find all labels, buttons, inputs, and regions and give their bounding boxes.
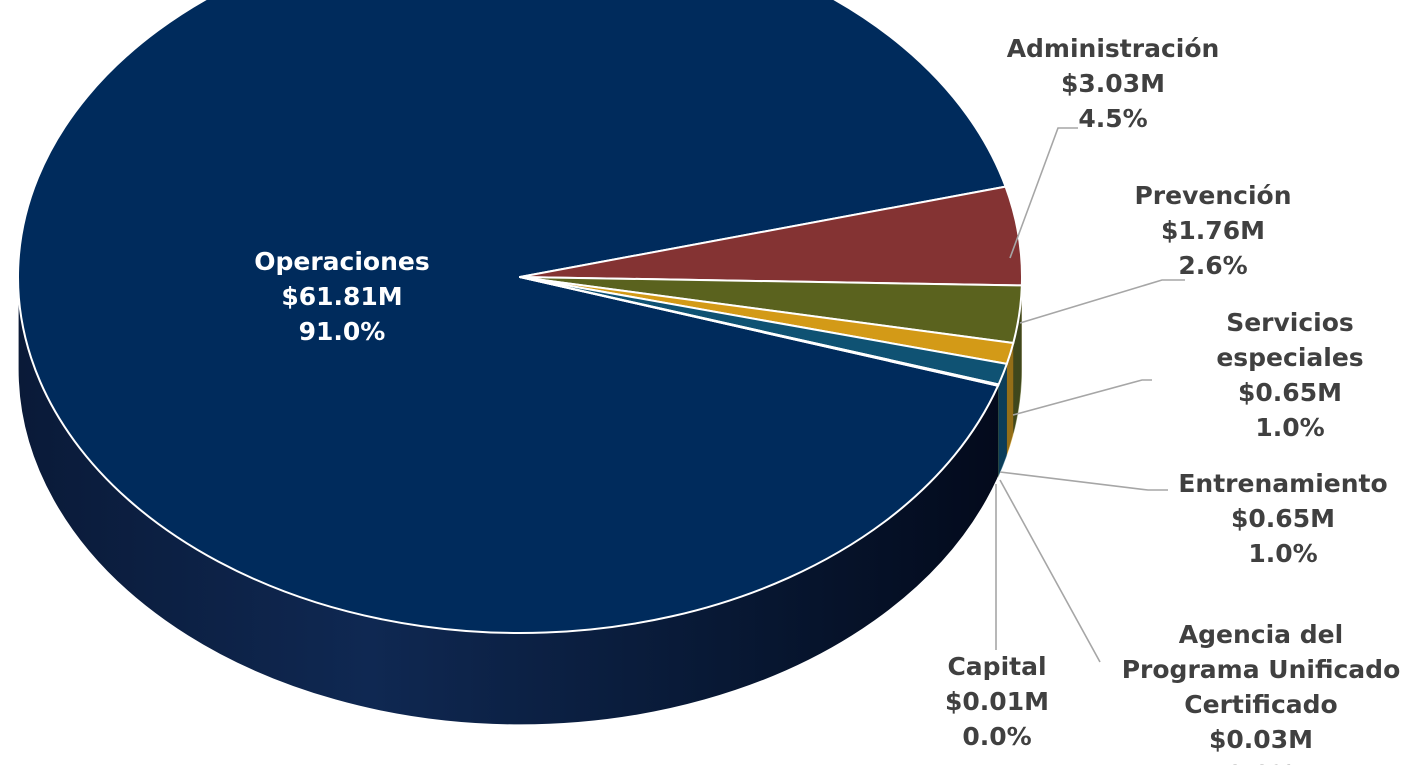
slice-label-0: Operaciones $61.81M 91.0% (254, 247, 430, 346)
pie-slice-6 (519, 276, 1000, 387)
slice-label-text-4: Entrenamiento $0.65M 1.0% (1178, 469, 1387, 568)
slice-label-6: Capital $0.01M 0.0% (945, 652, 1049, 751)
slice-label-4: Entrenamiento $0.65M 1.0% (1178, 469, 1387, 568)
slice-label-2: Prevención $1.76M 2.6% (1134, 181, 1291, 280)
pie-side-slice-3 (1006, 342, 1014, 456)
leader-line-1 (1009, 127, 1078, 259)
slice-labels: Operaciones $61.81M 91.0% Administración $3.… (254, 34, 1400, 765)
slice-label-5: Agencia del Programa Unificado Certificado… (1122, 620, 1401, 765)
slice-label-text-6: Capital $0.01M 0.0% (945, 652, 1049, 751)
pie-side-slice-2 (1013, 285, 1022, 435)
leader-lines (995, 127, 1185, 663)
slice-label-3: Servicios especiales $0.65M 1.0% (1216, 308, 1363, 442)
leader-line-5 (999, 479, 1101, 663)
leader-line-4 (999, 471, 1168, 491)
pie-side-slice-4 (998, 363, 1007, 477)
slice-label-text-0: Operaciones $61.81M 91.0% (254, 247, 430, 346)
slice-label-text-2: Prevención $1.76M 2.6% (1134, 181, 1291, 280)
slice-label-text-5: Agencia del Programa Unificado Certificado… (1122, 620, 1401, 765)
leader-line-3 (1012, 379, 1152, 416)
pie-slice-0 (17, 0, 1007, 634)
slice-label-text-3: Servicios especiales $0.65M 1.0% (1216, 308, 1363, 442)
pie-top-face (17, 0, 1023, 634)
slice-label-1: Administración $3.03M 4.5% (1007, 34, 1220, 133)
slice-label-text-1: Administración $3.03M 4.5% (1007, 34, 1220, 133)
leader-line-2 (1019, 279, 1185, 324)
